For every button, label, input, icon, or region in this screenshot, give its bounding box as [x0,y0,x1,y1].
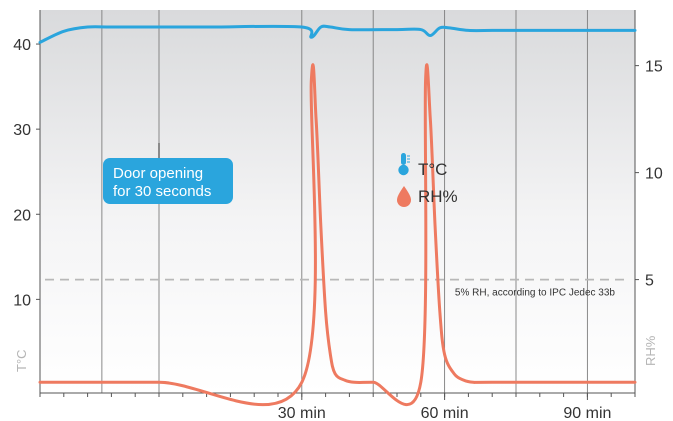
series-group [38,24,637,407]
x-tick-label: 90 min [563,405,611,421]
door-opening-callout: Door opening for 30 seconds [103,158,233,204]
legend-label-humidity: RH% [418,187,458,206]
droplet-icon [397,186,411,207]
callout-line-2: for 30 seconds [113,183,211,200]
left-tick-label: 20 [13,207,31,224]
callout-line-1: Door opening [113,165,203,182]
right-axis-title: RH% [643,335,658,366]
callout-box [103,158,233,204]
reference-line-label: 5% RH, according to IPC Jedec 33b [455,288,616,299]
reference-line-group: 5% RH, according to IPC Jedec 33b [45,278,630,299]
temperature-series-line [38,24,637,44]
right-tick-label: 10 [645,166,663,183]
x-tick-label: 30 min [278,405,326,421]
left-tick-label: 30 [13,122,31,139]
x-tick-label: 60 min [421,405,469,421]
legend-label-temperature: T°C [418,160,447,179]
left-tick-label: 40 [13,37,31,54]
chart-legend: T°C RH% [397,153,458,207]
left-axis-title: T°C [14,349,29,372]
axes: 30 min 60 min 90 min 10 20 30 40 5 10 15 [13,10,663,421]
left-tick-label: 10 [13,292,31,309]
right-tick-label: 15 [645,59,663,76]
humidity-series-line [38,63,637,407]
right-tick-label: 5 [645,273,654,290]
thermometer-icon [398,153,410,176]
